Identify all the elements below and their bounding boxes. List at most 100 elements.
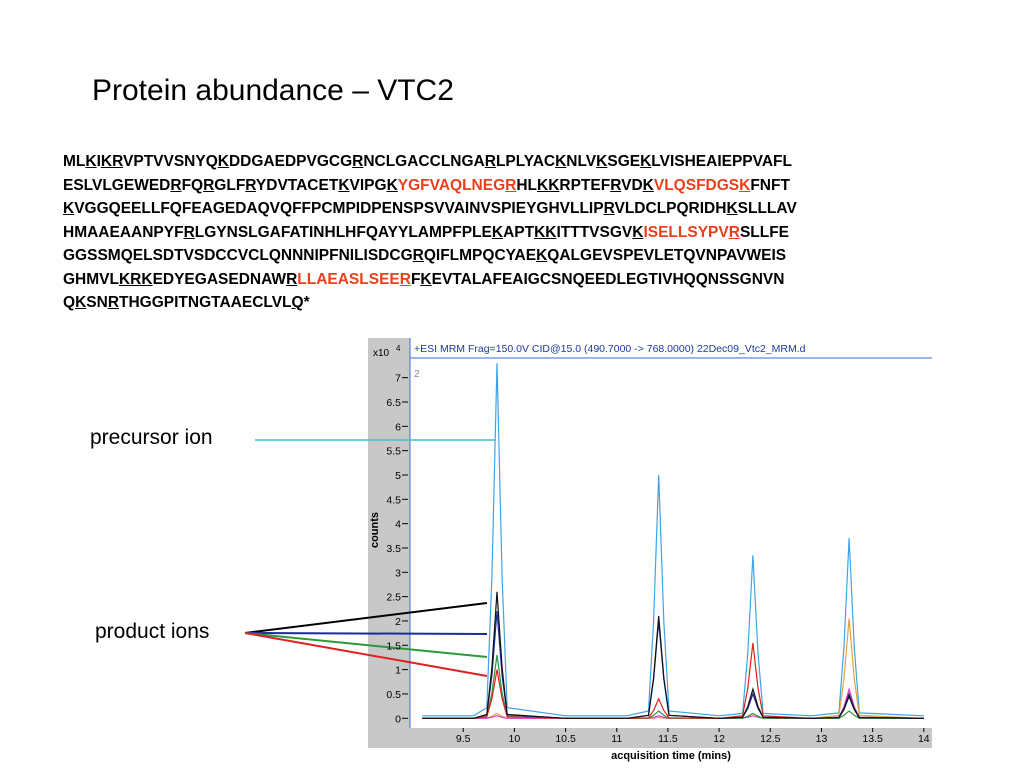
residues: SLLFE — [739, 223, 790, 241]
cleavage-site: R — [505, 176, 517, 194]
residues: APT — [503, 223, 535, 241]
x-tick-label: 11.5 — [658, 733, 678, 745]
residues: VIPG — [349, 176, 387, 194]
product-pointer — [244, 602, 488, 634]
cleavage-site: R — [170, 176, 182, 194]
residues: HL — [516, 176, 537, 194]
residues: VGGQEELLFQFEAGEDAQVQFFPCMPIDPENSPSVVAINV… — [74, 200, 604, 217]
residues: FQ — [181, 176, 204, 194]
sequence-line: GGSSMQELSDTVSDCCVCLQNNNIPFNILISDCGRQIFLM… — [63, 244, 797, 268]
sequence-line: ESLVLGEWEDRFQRGLFRYDVTACETKVIPGKYGFVAQLN… — [63, 174, 797, 198]
y-tick-label: 0 — [395, 713, 401, 725]
cleavage-site: R — [728, 223, 740, 241]
residues: * — [303, 294, 310, 311]
cleavage-site: K — [596, 153, 608, 170]
residues: LGYNSLGAFATINHLHFQAYYLAMPFPLE — [194, 223, 492, 241]
cleavage-site: R — [484, 153, 496, 170]
cleavage-site: K — [739, 176, 751, 194]
x-tick-label: 13.5 — [862, 733, 883, 745]
cleavage-site: K — [386, 176, 398, 194]
residues: F — [410, 270, 421, 288]
y-tick-label: 4 — [395, 519, 401, 531]
cleavage-site: K — [491, 223, 504, 241]
cleavage-site: R — [245, 176, 256, 194]
product-label: product ions — [95, 620, 210, 643]
x-tick-label: 12.5 — [760, 733, 781, 745]
y-tick-label: 4.5 — [386, 494, 401, 506]
residues: FNFT — [750, 176, 790, 194]
cleavage-site: K — [536, 247, 548, 264]
cleavage-site: R — [183, 223, 195, 241]
cleavage-site: Q — [291, 294, 304, 311]
residues: NCLGACCLNGA — [363, 153, 485, 170]
y-tick-label: 6.5 — [386, 397, 401, 409]
peptide: LLAEASLSEE — [297, 270, 400, 288]
y-tick-label: 3.5 — [386, 543, 401, 555]
y-tick-label: 1.5 — [386, 640, 401, 652]
residues: VD — [621, 176, 643, 194]
y-tick-label: 6 — [395, 421, 401, 433]
y-tick-label: 5 — [395, 470, 401, 482]
residues: GHMVL — [63, 270, 119, 288]
cleavage-site: KR — [100, 153, 124, 170]
residues: VLDCLPQRIDH — [614, 200, 727, 217]
cleavage-site: K — [338, 176, 350, 194]
x-tick-label: 12 — [713, 733, 725, 745]
cleavage-site: K — [85, 153, 97, 170]
cleavage-site: KK — [537, 176, 560, 194]
cleavage-site: K — [640, 153, 652, 170]
residues: LPLYAC — [495, 153, 556, 170]
cleavage-site: K — [217, 153, 229, 170]
cleavage-site: R — [610, 176, 622, 194]
cleavage-site: KRK — [118, 270, 153, 288]
residues: ML — [63, 153, 86, 170]
sequence-line: QKSNRTHGGPITNGTAAECLVLQ* — [63, 291, 797, 315]
y-axis-label: counts — [369, 512, 381, 548]
peptide: VLQSFDGS — [653, 176, 740, 194]
x-tick-label: 10.5 — [555, 733, 576, 745]
residues: I — [96, 153, 101, 170]
y-tick-label: 0.5 — [386, 689, 401, 701]
x-tick-label: 14 — [918, 733, 930, 745]
x-axis-label: acquisition time (mins) — [611, 750, 731, 762]
panel-label: 2 — [414, 369, 420, 380]
residues: THGGPITNGTAAECLVL — [119, 294, 292, 311]
x-tick-label: 11 — [611, 733, 622, 745]
cleavage-site: R — [412, 247, 424, 264]
residues: RPTEF — [559, 176, 611, 194]
residues: Q — [63, 294, 76, 311]
residues: GLF — [214, 176, 246, 194]
y-exponent: 4 — [396, 344, 401, 353]
cleavage-site: K — [75, 294, 87, 311]
chart-header: +ESI MRM Frag=150.0V CID@15.0 (490.7000 … — [414, 343, 806, 355]
y-tick-label: 2.5 — [386, 592, 401, 604]
y-tick-label: 3 — [395, 567, 401, 579]
cleavage-site: K — [632, 223, 644, 241]
x-tick-label: 13 — [816, 733, 828, 745]
cleavage-site: K — [726, 200, 738, 217]
cleavage-site: R — [203, 176, 215, 194]
y-tick-label: 5.5 — [386, 446, 401, 458]
sequence: MLKIKRVPTVVSNYQKDDGAEDPVGCGRNCLGACCLNGAR… — [63, 150, 797, 315]
residues: EDYEGASEDNAW — [152, 270, 287, 288]
peptide: YGFVAQLNEG — [397, 176, 506, 194]
residues: SGE — [607, 153, 641, 170]
cleavage-site: R — [352, 153, 364, 170]
peptide: ISELLSYPV — [643, 223, 729, 241]
x-tick-label: 10 — [509, 733, 521, 745]
sequence-line: HMAAEAANPYFRLGYNSLGAFATINHLHFQAYYLAMPFPL… — [63, 221, 797, 245]
y-tick-label: 7 — [395, 373, 401, 385]
cleavage-site: R — [603, 200, 615, 217]
y-multiplier: x10 — [373, 348, 390, 359]
residues: EVTALAFEAIGCSNQEEDLEGTIVHQQNSSGNVN — [431, 270, 785, 288]
cleavage-site: K — [555, 153, 567, 170]
product-pointer — [244, 632, 488, 658]
residues: QIFLMPQCYAE — [423, 247, 537, 264]
y-tick-label: 2 — [395, 616, 401, 628]
residues: NLV — [566, 153, 597, 170]
product-pointer — [244, 632, 488, 677]
residues: SLLLAV — [737, 200, 797, 217]
x-tick-label: 9.5 — [456, 733, 471, 745]
